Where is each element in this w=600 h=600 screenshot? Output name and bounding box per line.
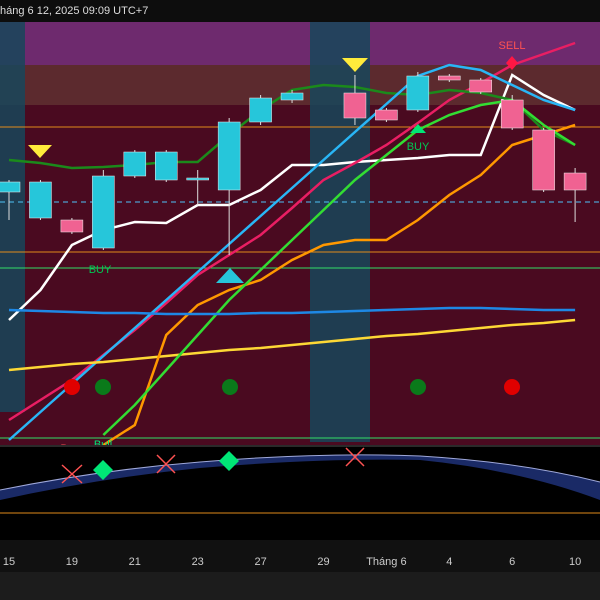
x-tick-label: 29: [317, 556, 329, 568]
candle-body: [155, 151, 178, 181]
line: [102, 123, 576, 447]
marker: [410, 124, 426, 133]
marker: [93, 460, 113, 480]
candle-body: [563, 172, 587, 191]
annotation: SELL: [499, 40, 526, 52]
x-tick-label: Tháng 6: [366, 556, 406, 568]
x-tick-label: 19: [66, 556, 78, 568]
bottom-bar: [0, 572, 600, 600]
timestamp: háng 6 12, 2025 09:09 UTC+7: [0, 5, 148, 17]
marker: [216, 268, 244, 283]
candle-body: [532, 129, 555, 191]
candle-body: [438, 75, 461, 81]
candle-body: [60, 219, 84, 233]
x-tick-label: 21: [129, 556, 141, 568]
zone: [310, 22, 370, 442]
line: [8, 306, 576, 316]
candle-body: [29, 181, 52, 219]
signal: [410, 379, 426, 395]
x-tick-label: 27: [254, 556, 266, 568]
line: [8, 63, 576, 441]
candle-body: [280, 92, 304, 101]
candle-body: [375, 109, 398, 121]
line: [8, 318, 576, 372]
x-tick-label: 10: [569, 556, 581, 568]
candle-body: [0, 181, 21, 193]
candle-body: [469, 79, 492, 93]
x-tick-label: 15: [3, 556, 15, 568]
candle-body: [186, 177, 209, 181]
signal: [95, 379, 111, 395]
candle-body: [249, 97, 272, 123]
x-axis: [0, 540, 600, 572]
marker: [61, 447, 365, 484]
x-tick-label: 23: [192, 556, 204, 568]
line: [102, 98, 576, 436]
signal: [222, 379, 238, 395]
candle-body: [92, 175, 115, 249]
signal: [504, 379, 520, 395]
annotation: BUY: [89, 264, 112, 276]
candle-body: [500, 99, 524, 129]
oscillator-area: [0, 454, 600, 500]
marker: [28, 145, 52, 158]
marker: [219, 451, 239, 471]
top-bar: [0, 0, 600, 22]
marker: [342, 58, 368, 72]
x-tick-label: 4: [446, 556, 452, 568]
candle-body: [217, 121, 241, 191]
candle-body: [406, 75, 430, 111]
annotation: BUY: [407, 141, 430, 153]
candle-body: [343, 92, 367, 119]
marker: [506, 56, 518, 70]
x-tick-label: 6: [509, 556, 515, 568]
band: [0, 22, 600, 65]
zone: [0, 22, 25, 412]
signal: [64, 379, 80, 395]
candle-body: [123, 151, 147, 177]
